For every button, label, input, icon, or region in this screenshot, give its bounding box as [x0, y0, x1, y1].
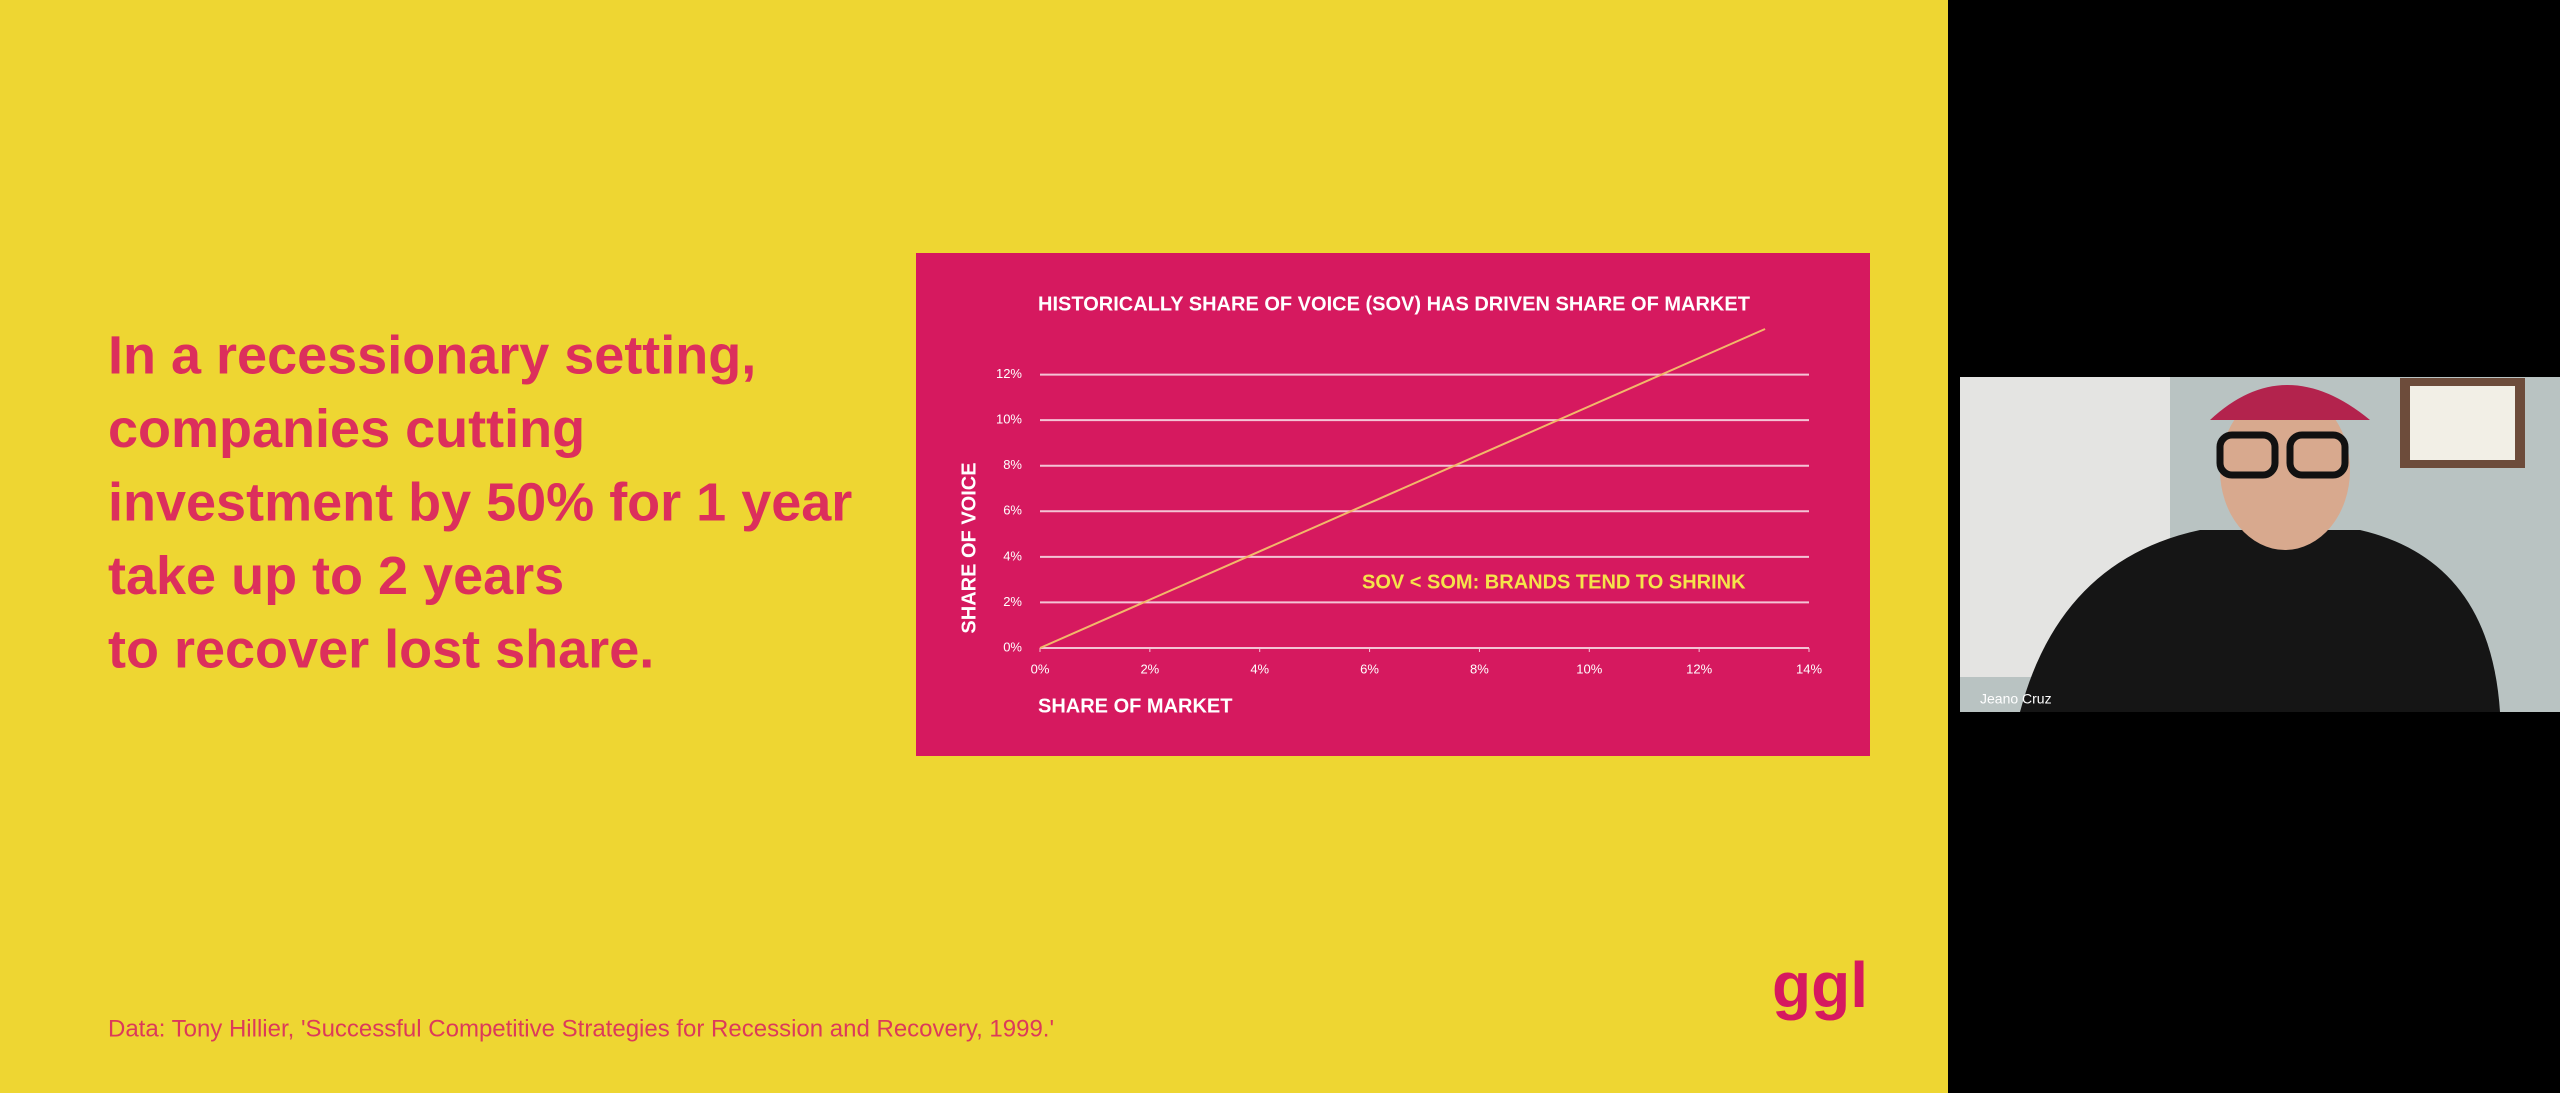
person-face	[2220, 390, 2350, 550]
source-note: Data: Tony Hillier, 'Successful Competit…	[108, 1015, 1054, 1042]
x-tick-label: 14%	[1796, 661, 1822, 676]
person-body	[2020, 530, 2500, 712]
headline-line: take up to 2 years	[108, 546, 564, 606]
x-axis-label: SHARE OF MARKET	[1038, 695, 1232, 717]
certificate	[2410, 386, 2515, 460]
headline-line: to recover lost share.	[108, 619, 654, 679]
glasses	[2286, 431, 2349, 479]
chart-title: HISTORICALLY SHARE OF VOICE (SOV) HAS DR…	[1038, 293, 1750, 315]
x-tick-label: 8%	[1470, 661, 1489, 676]
glasses	[2216, 431, 2279, 479]
headline-line: companies cutting	[108, 399, 585, 459]
x-tick-label: 0%	[1031, 661, 1050, 676]
headline-line: In a recessionary setting,	[108, 325, 756, 385]
y-tick-label: 4%	[1003, 548, 1022, 563]
y-tick-label: 12%	[996, 366, 1022, 381]
y-axis-label: SHARE OF VOICE	[958, 462, 980, 633]
participant-name: Jeano Cruz	[1980, 691, 2052, 707]
cap	[2210, 385, 2370, 420]
annotation: SOV < SOM: BRANDS TEND TO SHRINK	[1362, 571, 1746, 593]
x-tick-label: 4%	[1250, 661, 1269, 676]
x-tick-label: 6%	[1360, 661, 1379, 676]
chart: HISTORICALLY SHARE OF VOICE (SOV) HAS DR…	[958, 293, 1822, 717]
y-tick-label: 8%	[1003, 457, 1022, 472]
x-tick-label: 2%	[1140, 661, 1159, 676]
logo: ggl	[1772, 949, 1868, 1021]
x-tick-label: 12%	[1686, 661, 1712, 676]
chart-panel	[916, 253, 1870, 756]
video-tile: Jeano Cruz	[1960, 377, 2560, 712]
x-tick-label: 10%	[1576, 661, 1602, 676]
y-tick-label: 2%	[1003, 594, 1022, 609]
headline-line: investment by 50% for 1 year	[108, 472, 852, 532]
y-tick-label: 6%	[1003, 503, 1022, 518]
data-line	[1039, 328, 1766, 649]
headline: In a recessionary setting, companies cutt…	[108, 325, 852, 679]
y-tick-label: 0%	[1003, 639, 1022, 654]
y-tick-label: 10%	[996, 412, 1022, 427]
